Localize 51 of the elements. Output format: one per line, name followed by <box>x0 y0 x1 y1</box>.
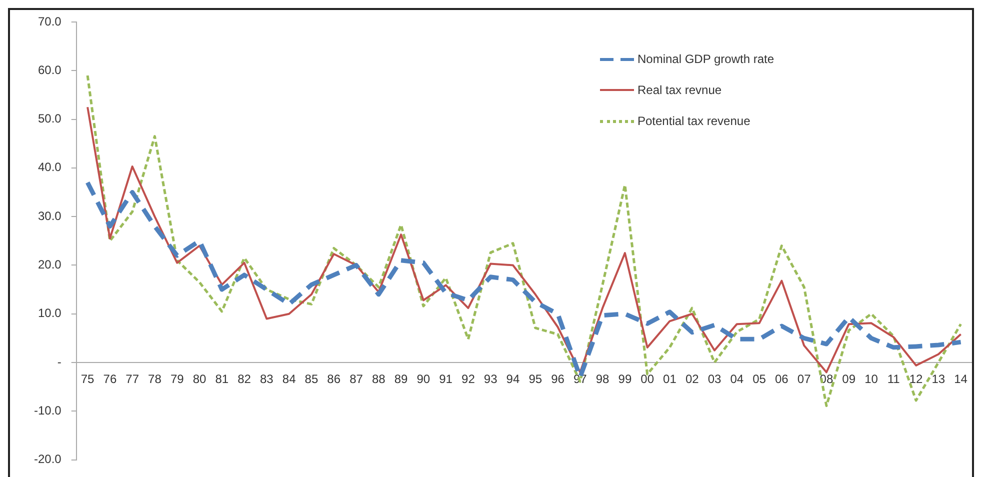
x-tick-label: 10 <box>864 372 878 386</box>
x-tick-label: 81 <box>215 372 229 386</box>
x-tick-label: 06 <box>774 372 789 386</box>
x-tick-label: 90 <box>416 372 430 386</box>
x-tick-label: 09 <box>842 372 856 386</box>
x-tick-label: 02 <box>685 372 700 386</box>
x-tick-label: 14 <box>954 372 968 386</box>
x-tick-label: 13 <box>932 372 946 386</box>
x-tick-label: 11 <box>887 372 900 386</box>
x-tick-label: 01 <box>663 372 677 386</box>
x-tick-label: 83 <box>260 372 274 386</box>
y-tick-label: 70.0 <box>38 14 62 28</box>
x-tick-label: 80 <box>192 372 206 386</box>
x-tick-label: 00 <box>640 372 654 386</box>
x-tick-label: 78 <box>148 372 162 386</box>
x-tick-label: 87 <box>350 372 364 386</box>
x-tick-label: 03 <box>708 372 722 386</box>
y-tick-label: - <box>57 354 62 369</box>
x-tick-label: 84 <box>282 372 296 386</box>
y-tick-label: 20.0 <box>38 258 62 272</box>
x-tick-label: 96 <box>551 372 565 386</box>
legend-label: Real tax revnue <box>638 83 722 97</box>
y-tick-label: 50.0 <box>38 112 62 126</box>
x-tick-label: 99 <box>618 372 632 386</box>
x-tick-label: 12 <box>909 372 924 386</box>
x-tick-label: 85 <box>304 372 318 386</box>
x-tick-label: 05 <box>752 372 766 386</box>
x-tick-label: 89 <box>394 372 408 386</box>
y-tick-label: 40.0 <box>38 160 62 174</box>
x-tick-label: 95 <box>528 372 542 386</box>
legend-label: Nominal GDP growth rate <box>638 52 774 66</box>
x-tick-label: 82 <box>238 372 252 386</box>
x-tick-label: 86 <box>327 372 341 386</box>
y-tick-label: 60.0 <box>38 62 62 77</box>
x-tick-label: 94 <box>506 372 520 386</box>
x-tick-label: 98 <box>596 372 610 386</box>
x-tick-label: 04 <box>730 372 744 386</box>
y-tick-label: 10.0 <box>38 306 62 320</box>
x-tick-label: 91 <box>439 372 453 386</box>
y-tick-label: -20.0 <box>34 452 62 466</box>
legend-label: Potential tax revenue <box>638 114 750 128</box>
x-tick-label: 07 <box>797 372 812 386</box>
x-tick-label: 75 <box>80 372 95 386</box>
x-tick-label: 93 <box>484 372 498 386</box>
x-tick-label: 79 <box>170 372 184 386</box>
y-tick-label: 30.0 <box>38 208 62 223</box>
y-tick-label: -10.0 <box>34 403 62 418</box>
x-tick-label: 77 <box>126 372 140 386</box>
x-tick-label: 76 <box>103 372 117 386</box>
x-tick-label: 92 <box>462 372 476 386</box>
x-tick-label: 88 <box>372 372 386 386</box>
